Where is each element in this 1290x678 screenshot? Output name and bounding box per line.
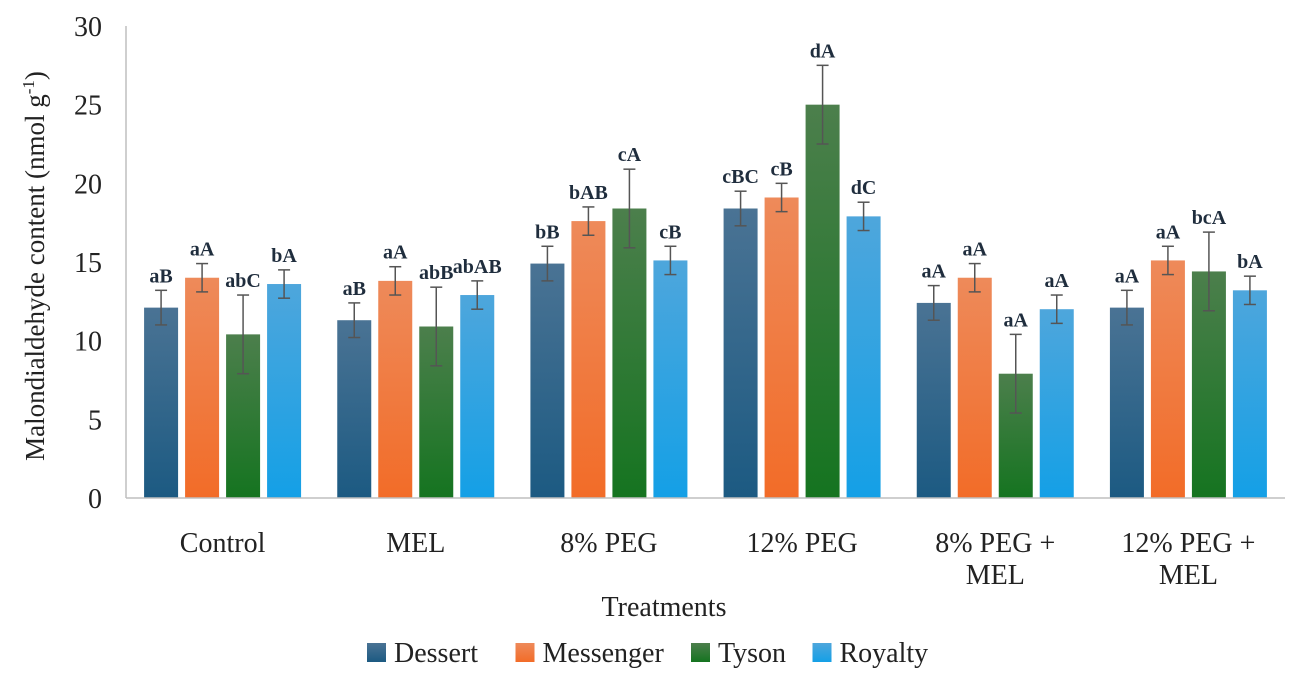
bar-dessert xyxy=(723,208,758,499)
bar-dessert xyxy=(337,320,372,498)
data-label: bA xyxy=(271,245,297,267)
bar-royalty xyxy=(1232,290,1267,498)
bar-tyson xyxy=(805,104,840,499)
data-label: aA xyxy=(1156,221,1181,243)
data-label: bB xyxy=(535,221,559,243)
data-label: aA xyxy=(1115,265,1140,287)
bar-royalty xyxy=(653,260,688,498)
bar-tyson xyxy=(612,208,647,499)
bar-dessert xyxy=(916,302,951,498)
data-label: bAB xyxy=(569,182,608,204)
bar-royalty xyxy=(846,216,881,498)
bar-dessert xyxy=(144,307,179,498)
bar-messenger xyxy=(185,277,220,498)
data-label: cB xyxy=(770,158,792,180)
data-label: aA xyxy=(1004,309,1029,331)
bar-dessert xyxy=(530,263,565,498)
y-tick-label: 25 xyxy=(74,91,102,122)
data-label: dC xyxy=(851,177,877,199)
bar-royalty xyxy=(1039,309,1074,498)
data-label: aA xyxy=(383,242,408,264)
x-tick-label: 12% PEG xyxy=(746,528,857,559)
x-tick-label: 8% PEG + MEL xyxy=(935,528,1055,591)
data-label: aA xyxy=(963,239,988,261)
data-label: aB xyxy=(149,265,172,287)
bar-messenger xyxy=(957,277,992,498)
x-tick-label: 12% PEG + MEL xyxy=(1121,528,1255,591)
data-label: cA xyxy=(618,144,642,166)
y-tick-label: 10 xyxy=(74,327,102,358)
legend-swatch-tyson xyxy=(691,643,710,662)
bars: aB aA abC bA aB aA abB abAB bB bAB cA cB cBC cB dA dC aA… xyxy=(144,40,1267,499)
bar-royalty xyxy=(460,295,495,498)
data-label: abC xyxy=(225,270,261,292)
x-axis-title: Treatments xyxy=(602,592,727,623)
data-label: aB xyxy=(343,278,366,300)
data-label: aA xyxy=(922,261,947,283)
legend: Dessert Messenger Tyson Royalty xyxy=(367,638,928,669)
data-label: dA xyxy=(810,40,836,62)
legend-swatch-royalty xyxy=(812,643,832,662)
data-label: bcA xyxy=(1192,207,1227,229)
legend-swatch-messenger xyxy=(515,643,535,662)
y-tick-label: 30 xyxy=(74,12,102,43)
x-tick-label: Control xyxy=(180,528,266,559)
y-tick-label: 20 xyxy=(74,169,102,200)
x-tick-label: MEL xyxy=(386,528,445,559)
legend-label-dessert: Dessert xyxy=(394,638,478,669)
x-axis: Control MEL 8% PEG 12% PEG 8% PEG + MEL 12% PE… xyxy=(126,497,1285,591)
data-label: bA xyxy=(1237,251,1263,273)
y-axis-title: Malondialdehyde content (nmol g-1) xyxy=(19,71,50,461)
data-label: abB xyxy=(419,262,453,284)
data-label: cBC xyxy=(722,166,759,188)
data-label: aA xyxy=(190,239,215,261)
legend-label-messenger: Messenger xyxy=(543,638,665,669)
bar-messenger xyxy=(764,197,799,498)
legend-swatch-dessert xyxy=(367,643,386,662)
legend-label-royalty: Royalty xyxy=(840,638,929,669)
x-tick-label: 8% PEG xyxy=(560,528,657,559)
y-axis: 0 5 10 15 20 25 30 xyxy=(74,12,127,515)
legend-label-tyson: Tyson xyxy=(718,638,786,669)
bar-messenger xyxy=(1150,260,1185,498)
bar-royalty xyxy=(267,284,302,498)
bar-dessert xyxy=(1109,307,1144,498)
bar-messenger xyxy=(571,221,606,499)
data-label: cB xyxy=(659,221,681,243)
data-label: abAB xyxy=(453,256,502,278)
y-tick-label: 5 xyxy=(88,405,102,436)
bar-messenger xyxy=(378,280,413,498)
data-label: aA xyxy=(1045,270,1070,292)
y-tick-label: 15 xyxy=(74,248,102,279)
y-tick-label: 0 xyxy=(88,484,102,515)
